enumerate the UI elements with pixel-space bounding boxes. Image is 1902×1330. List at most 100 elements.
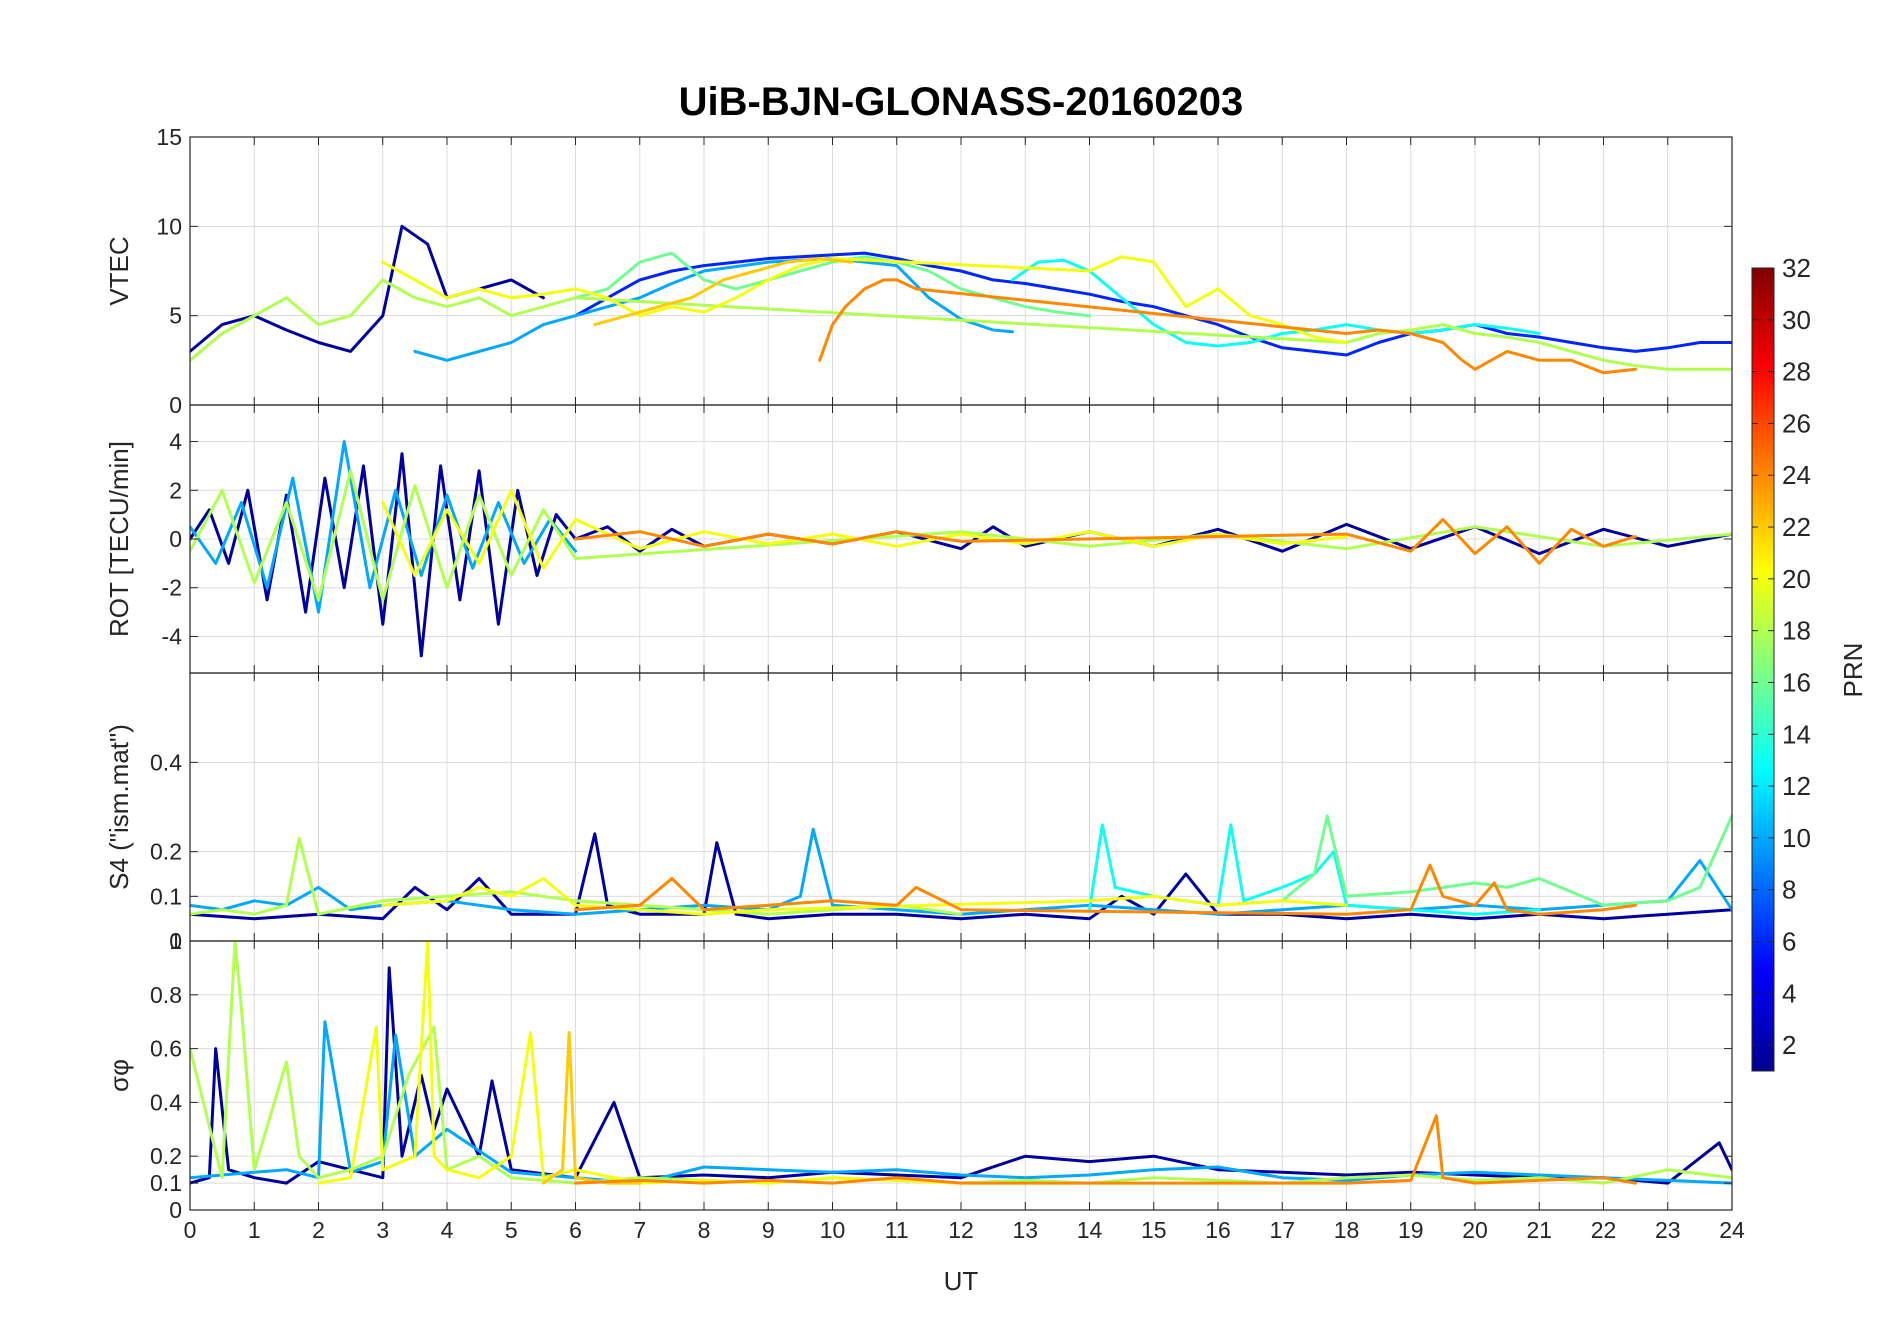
x-tick-label: 16 xyxy=(1205,1217,1231,1243)
sigma-series-prn-2 xyxy=(190,966,1732,1185)
x-tick-label: 6 xyxy=(569,1217,582,1243)
panel-rot: -4 -2 0 2 4 ROT [TECU/min] xyxy=(104,404,1733,674)
s4-series-prn-13 xyxy=(1088,823,1541,916)
colorbar-tick-label: 20 xyxy=(1782,564,1811,594)
sigma-series-group xyxy=(190,941,1732,1185)
colorbar-tick-label: 24 xyxy=(1782,460,1811,490)
vtec-series-prn-10 xyxy=(413,257,1014,362)
colorbar-tick-label: 4 xyxy=(1782,978,1796,1008)
y-tick-label-s4: 0.4 xyxy=(150,749,182,775)
y-tick-label-rot: 4 xyxy=(169,429,182,455)
s4-series-prn-18 xyxy=(190,836,963,916)
y-axis-label-sigma: σφ xyxy=(104,1059,134,1092)
colorbar-tick-label: 18 xyxy=(1782,616,1811,646)
rot-series-prn-10 xyxy=(190,440,577,614)
colorbar-gradient xyxy=(1751,267,1775,1072)
x-tick-label: 19 xyxy=(1398,1217,1424,1243)
y-tick-label-rot: 0 xyxy=(169,526,182,552)
x-tick-label: 4 xyxy=(441,1217,454,1243)
colorbar-tick-label: 30 xyxy=(1782,305,1811,335)
x-tick-label: 11 xyxy=(885,1217,909,1243)
x-tick-label: 22 xyxy=(1591,1217,1617,1243)
x-tick-label: 13 xyxy=(1012,1217,1038,1243)
y-tick-label-sigma: 0.2 xyxy=(150,1143,182,1169)
x-tick-label: 2 xyxy=(312,1217,325,1243)
x-tick-label: 12 xyxy=(948,1217,974,1243)
y-tick-label-sigma: 0.6 xyxy=(150,1036,182,1062)
x-tick-label: 0 xyxy=(184,1217,197,1243)
s4-series-prn-24 xyxy=(574,863,1638,916)
y-axis-label-s4: S4 ("ism.mat") xyxy=(104,724,134,890)
x-tick-label: 7 xyxy=(633,1217,646,1243)
colorbar-tick-label: 10 xyxy=(1782,823,1811,853)
vtec-series-prn-6 xyxy=(574,251,1732,357)
x-tick-label: 18 xyxy=(1334,1217,1360,1243)
rot-series-prn-2 xyxy=(190,452,1732,658)
panel-s4: 0 0.1 0.2 0.4 S4 ("ism.mat") xyxy=(104,672,1733,954)
colorbar-tick-label: 6 xyxy=(1782,926,1796,956)
colorbar-tick-label: 22 xyxy=(1782,512,1811,542)
y-axis-label-vtec: VTEC xyxy=(104,236,134,305)
colorbar-tick-label: 28 xyxy=(1782,357,1811,387)
vtec-series-group xyxy=(190,224,1732,375)
vtec-series-prn-16 xyxy=(574,251,1091,318)
vtec-series-prn-20 xyxy=(381,255,1348,344)
rot-series-prn-20 xyxy=(381,488,1348,577)
y-axis-label-rot: ROT [TECU/min] xyxy=(104,441,134,637)
y-tick-label-vtec: 15 xyxy=(156,124,182,150)
y-tick-label-sigma: 0.8 xyxy=(150,982,182,1008)
y-tick-label-vtec: 5 xyxy=(169,303,182,329)
rot-series-prn-24 xyxy=(574,518,1638,565)
x-tick-label: 23 xyxy=(1655,1217,1681,1243)
x-tick-label: 20 xyxy=(1462,1217,1488,1243)
colorbar-tick-label: 26 xyxy=(1782,408,1811,438)
x-tick-label: 3 xyxy=(376,1217,389,1243)
y-tick-label-vtec: 0 xyxy=(169,392,182,418)
x-tick-label: 17 xyxy=(1269,1217,1295,1243)
x-tick-label: 14 xyxy=(1077,1217,1103,1243)
x-tick-label: 21 xyxy=(1526,1217,1552,1243)
x-tick-label: 9 xyxy=(762,1217,775,1243)
x-tick-label: 15 xyxy=(1141,1217,1167,1243)
vtec-series-prn-22 xyxy=(593,257,854,327)
y-tick-label-rot: -4 xyxy=(162,623,183,649)
sigma-series-prn-18 xyxy=(190,941,1732,1185)
x-tick-label: 5 xyxy=(505,1217,518,1243)
y-tick-label-sigma: 1 xyxy=(169,928,182,954)
rot-series-group xyxy=(190,440,1732,658)
y-tick-label-sigma: 0 xyxy=(169,1197,182,1223)
s4-series-prn-2 xyxy=(190,832,1732,921)
y-tick-label-s4: 0 xyxy=(169,928,182,954)
rot-series-prn-18 xyxy=(190,469,1732,602)
x-tick-label: 8 xyxy=(698,1217,711,1243)
x-tick-label: 24 xyxy=(1719,1217,1745,1243)
sigma-series-prn-22 xyxy=(541,1031,642,1185)
x-axis-label: UT xyxy=(944,1266,979,1296)
vtec-series-prn-2 xyxy=(190,224,545,353)
sigma-series-prn-24 xyxy=(574,1114,1638,1185)
colorbar-tick-label: 14 xyxy=(1782,719,1811,749)
sigma-series-prn-20 xyxy=(317,941,963,1185)
s4-series-prn-20 xyxy=(381,877,1348,916)
s4-series-group xyxy=(190,814,1732,921)
y-tick-label-sigma: 0.1 xyxy=(150,1170,182,1196)
y-tick-label-rot: 2 xyxy=(169,477,182,503)
x-tick-label: 10 xyxy=(820,1217,846,1243)
x-tick-label: 1 xyxy=(248,1217,261,1243)
colorbar-tick-label: 2 xyxy=(1782,1030,1796,1060)
y-tick-label-vtec: 10 xyxy=(156,213,182,239)
panel-vtec: 0 5 10 15 VTEC xyxy=(104,124,1733,418)
vtec-series-prn-13 xyxy=(1010,258,1541,348)
vtec-series-prn-24 xyxy=(818,278,1638,375)
chart-title: UiB-BJN-GLONASS-20160203 xyxy=(679,80,1244,124)
vtec-series-prn-18 xyxy=(190,278,1732,371)
colorbar-tick-label: 16 xyxy=(1782,667,1811,697)
y-tick-label-s4: 0.2 xyxy=(150,839,182,865)
s4-series-prn-16 xyxy=(1280,814,1732,907)
colorbar-tick-label: 12 xyxy=(1782,771,1811,801)
